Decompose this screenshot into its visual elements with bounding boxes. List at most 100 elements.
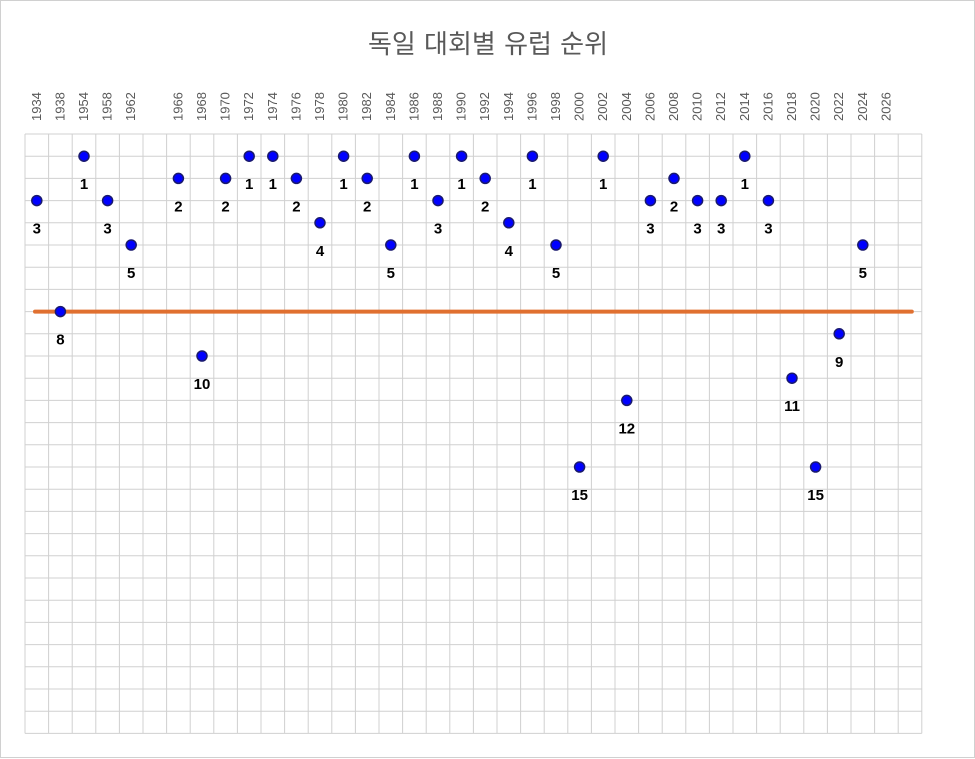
data-point bbox=[621, 394, 633, 407]
data-point bbox=[573, 461, 586, 473]
data-label: 5 bbox=[859, 265, 867, 282]
data-point bbox=[691, 194, 704, 207]
x-tick-label: 1968 bbox=[194, 92, 209, 121]
x-axis-tick-labels: 1934 1938 1954 1958 1962 1966 1968 1970 1972 1974… bbox=[29, 92, 894, 121]
data-point bbox=[432, 194, 444, 207]
x-tick-label: 1992 bbox=[477, 92, 492, 121]
data-point bbox=[455, 150, 468, 162]
data-point bbox=[479, 172, 491, 185]
data-label: 5 bbox=[387, 265, 395, 282]
x-tick-label: 1998 bbox=[548, 92, 563, 121]
x-tick-label: 1996 bbox=[524, 92, 539, 121]
x-tick-label: 1958 bbox=[100, 92, 115, 121]
chart-title: 독일 대회별 유럽 순위 bbox=[368, 30, 608, 60]
x-tick-label: 2004 bbox=[619, 92, 634, 121]
x-tick-label: 2010 bbox=[690, 92, 705, 121]
x-tick-label: 1990 bbox=[454, 92, 469, 121]
x-tick-label: 1962 bbox=[123, 92, 138, 121]
data-point bbox=[550, 239, 562, 251]
data-label: 1 bbox=[245, 176, 253, 193]
data-point bbox=[267, 150, 279, 162]
data-label: 5 bbox=[552, 265, 560, 282]
x-tick-label: 1982 bbox=[359, 92, 374, 121]
grid bbox=[24, 133, 923, 734]
data-label: 9 bbox=[835, 354, 843, 371]
data-label: 3 bbox=[646, 221, 654, 238]
data-label: 8 bbox=[56, 332, 64, 349]
data-point bbox=[54, 305, 67, 318]
x-tick-label: 1986 bbox=[406, 92, 421, 121]
data-point bbox=[361, 172, 373, 185]
data-point bbox=[219, 172, 232, 185]
data-label: 2 bbox=[221, 198, 229, 215]
data-label: 12 bbox=[618, 420, 635, 437]
data-point bbox=[833, 328, 845, 340]
x-tick-label: 2012 bbox=[713, 92, 728, 121]
data-label: 2 bbox=[363, 198, 371, 215]
data-label: 2 bbox=[670, 198, 678, 215]
data-label: 10 bbox=[194, 376, 211, 393]
data-point bbox=[385, 239, 397, 251]
x-tick-label: 2018 bbox=[784, 92, 799, 121]
x-tick-label: 1978 bbox=[312, 92, 327, 121]
data-point bbox=[503, 217, 515, 229]
data-point bbox=[857, 239, 869, 251]
data-label: 1 bbox=[528, 176, 536, 193]
data-point bbox=[290, 172, 303, 185]
data-point bbox=[243, 150, 255, 162]
data-point bbox=[597, 150, 609, 162]
data-points bbox=[31, 150, 869, 473]
x-tick-label: 1938 bbox=[52, 92, 67, 121]
data-point bbox=[668, 172, 680, 185]
x-tick-label: 2002 bbox=[595, 92, 610, 121]
data-label: 1 bbox=[410, 176, 418, 193]
data-point bbox=[172, 172, 185, 185]
x-tick-label: 2024 bbox=[855, 92, 870, 121]
x-tick-label: 1972 bbox=[241, 92, 256, 121]
data-label: 1 bbox=[741, 176, 749, 193]
x-tick-label: 2006 bbox=[642, 92, 657, 121]
data-label: 1 bbox=[80, 176, 88, 193]
data-label: 2 bbox=[481, 198, 489, 215]
data-label: 4 bbox=[505, 243, 514, 260]
x-tick-label: 1970 bbox=[218, 92, 233, 121]
x-tick-label: 1966 bbox=[170, 92, 185, 121]
x-tick-label: 1976 bbox=[288, 92, 303, 121]
data-label: 1 bbox=[457, 176, 465, 193]
x-tick-label: 2026 bbox=[878, 92, 893, 121]
x-tick-label: 1984 bbox=[383, 92, 398, 121]
x-tick-label: 1994 bbox=[501, 92, 516, 121]
x-tick-label: 2020 bbox=[808, 92, 823, 121]
data-label: 3 bbox=[764, 221, 772, 238]
data-label: 15 bbox=[807, 487, 824, 504]
data-label: 5 bbox=[127, 265, 135, 282]
x-tick-label: 2008 bbox=[666, 92, 681, 121]
data-point bbox=[526, 150, 539, 162]
data-label: 3 bbox=[717, 221, 725, 238]
x-tick-label: 2022 bbox=[831, 92, 846, 121]
x-tick-label: 2014 bbox=[737, 92, 752, 121]
x-tick-label: 1980 bbox=[336, 92, 351, 121]
data-point bbox=[762, 194, 775, 207]
data-point bbox=[408, 150, 421, 162]
data-label: 2 bbox=[174, 198, 182, 215]
data-point bbox=[739, 150, 751, 162]
data-point bbox=[644, 194, 657, 207]
data-label: 3 bbox=[434, 221, 442, 238]
data-point bbox=[31, 194, 43, 207]
x-tick-label: 1934 bbox=[29, 92, 44, 121]
data-label: 3 bbox=[103, 221, 111, 238]
data-point bbox=[78, 150, 90, 162]
data-point bbox=[786, 372, 798, 384]
data-label: 4 bbox=[316, 243, 325, 260]
data-point bbox=[337, 150, 350, 162]
data-label: 11 bbox=[784, 398, 800, 415]
data-point bbox=[715, 194, 727, 207]
data-label: 3 bbox=[693, 221, 701, 238]
data-label: 1 bbox=[339, 176, 347, 193]
data-point bbox=[809, 461, 822, 473]
data-label: 1 bbox=[269, 176, 277, 193]
